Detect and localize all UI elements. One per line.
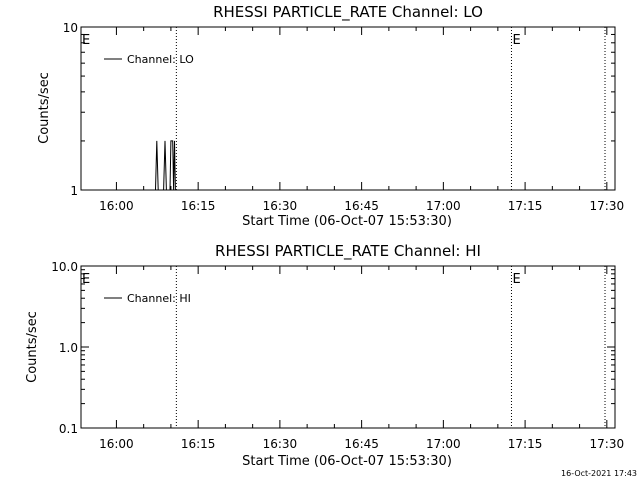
chart-title-hi: RHESSI PARTICLE_RATE Channel: HI (215, 242, 481, 261)
x-tick-label: 16:30 (263, 437, 298, 451)
x-tick-label: 17:00 (426, 199, 461, 213)
x-tick-label: 16:00 (99, 437, 134, 451)
series-line (155, 140, 176, 191)
x-axis-label-lo: Start Time (06-Oct-07 15:53:30) (242, 214, 452, 229)
x-tick-label: 16:00 (99, 199, 134, 213)
x-tick-label: 17:30 (590, 437, 625, 451)
footer-timestamp: 16-Oct-2021 17:43 (561, 469, 637, 478)
panel-hi: RHESSI PARTICLE_RATE Channel: HI 16:00 16… (25, 242, 624, 469)
x-tick-label: 17:30 (590, 199, 625, 213)
y-tick-label: 1.0 (59, 341, 78, 355)
x-axis-label-hi: Start Time (06-Oct-07 15:53:30) (242, 454, 452, 469)
plot-frame-lo (80, 26, 616, 191)
event-marker-label: E (82, 272, 90, 287)
x-tick-label: 17:00 (426, 437, 461, 451)
y-axis-label-lo: Counts/sec (37, 72, 52, 144)
y-tick-label: 10.0 (51, 260, 78, 274)
x-tick-label: 16:15 (181, 199, 216, 213)
legend-label-lo: Channel: LO (127, 53, 194, 66)
legend-label-hi: Channel: HI (127, 292, 191, 305)
y-tick-label: 10 (63, 21, 78, 35)
event-marker-label: E (512, 272, 520, 287)
x-tick-label: 17:15 (508, 199, 543, 213)
x-tick-label: 16:15 (181, 437, 216, 451)
event-marker-label: E (512, 33, 520, 48)
x-tick-label: 16:45 (344, 437, 379, 451)
y-tick-label: 0.1 (59, 422, 78, 436)
x-tick-label: 16:30 (263, 199, 298, 213)
y-tick-label: 1 (70, 184, 78, 198)
panel-lo: RHESSI PARTICLE_RATE Channel: LO 16:00 16… (37, 3, 624, 229)
x-tick-label: 16:45 (344, 199, 379, 213)
x-tick-label: 17:15 (508, 437, 543, 451)
chart-title-lo: RHESSI PARTICLE_RATE Channel: LO (213, 3, 483, 22)
plot-frame-hi (80, 265, 616, 429)
y-axis-label-hi: Counts/sec (25, 311, 40, 383)
event-marker-label: E (82, 33, 90, 48)
